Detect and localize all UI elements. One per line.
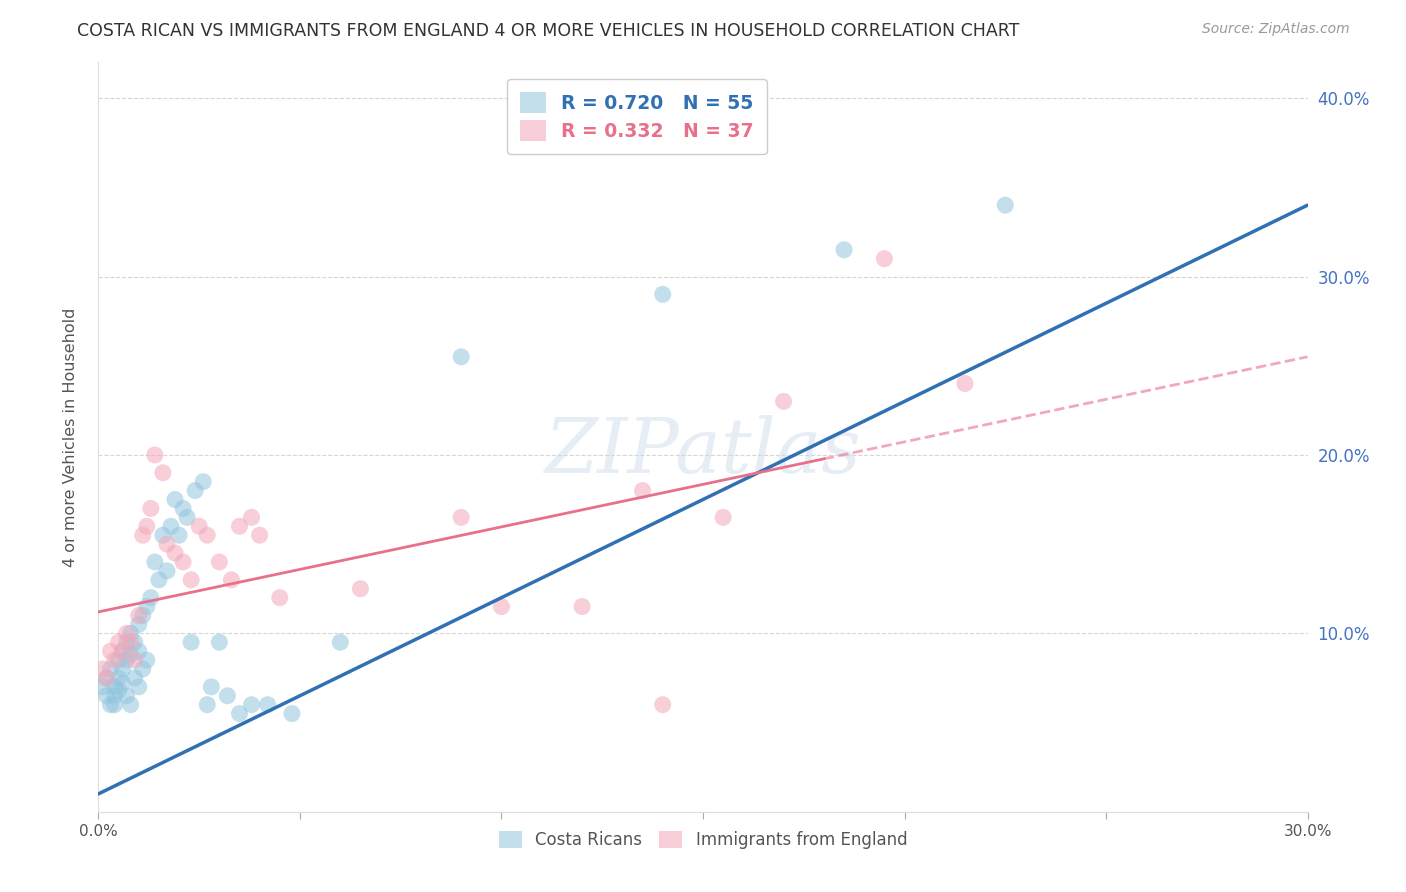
Point xyxy=(163,546,186,560)
Point xyxy=(135,599,157,614)
Point xyxy=(571,599,593,614)
Point xyxy=(120,635,142,649)
Point xyxy=(107,683,129,698)
Point xyxy=(152,466,174,480)
Point xyxy=(772,394,794,409)
Y-axis label: 4 or more Vehicles in Household: 4 or more Vehicles in Household xyxy=(63,308,77,566)
Point xyxy=(124,671,146,685)
Point xyxy=(994,198,1017,212)
Point xyxy=(953,376,976,391)
Point xyxy=(128,680,150,694)
Point xyxy=(100,644,122,658)
Text: ZIPatlas: ZIPatlas xyxy=(544,415,862,489)
Point xyxy=(160,519,183,533)
Point xyxy=(195,528,218,542)
Point xyxy=(115,689,138,703)
Point xyxy=(152,528,174,542)
Point xyxy=(491,599,513,614)
Point xyxy=(124,653,146,667)
Point xyxy=(111,644,134,658)
Point xyxy=(111,662,134,676)
Point xyxy=(176,510,198,524)
Point xyxy=(91,680,114,694)
Point xyxy=(120,626,142,640)
Point xyxy=(651,287,673,301)
Text: COSTA RICAN VS IMMIGRANTS FROM ENGLAND 4 OR MORE VEHICLES IN HOUSEHOLD CORRELATI: COSTA RICAN VS IMMIGRANTS FROM ENGLAND 4… xyxy=(77,22,1019,40)
Point xyxy=(156,564,179,578)
Point xyxy=(103,680,125,694)
Point xyxy=(193,475,215,489)
Point xyxy=(103,653,125,667)
Point xyxy=(256,698,278,712)
Point xyxy=(124,635,146,649)
Point xyxy=(100,662,122,676)
Point xyxy=(120,648,142,662)
Point xyxy=(450,350,472,364)
Point xyxy=(143,448,166,462)
Point xyxy=(180,573,202,587)
Point xyxy=(172,501,194,516)
Point xyxy=(281,706,304,721)
Point xyxy=(91,662,114,676)
Point xyxy=(163,492,186,507)
Point xyxy=(450,510,472,524)
Point xyxy=(139,591,162,605)
Point xyxy=(120,698,142,712)
Point xyxy=(184,483,207,498)
Point xyxy=(115,653,138,667)
Point xyxy=(148,573,170,587)
Point xyxy=(103,689,125,703)
Point xyxy=(107,635,129,649)
Point xyxy=(96,671,118,685)
Point xyxy=(132,662,155,676)
Point xyxy=(208,635,231,649)
Point xyxy=(221,573,243,587)
Point xyxy=(349,582,371,596)
Point xyxy=(217,689,239,703)
Point xyxy=(96,689,118,703)
Point xyxy=(128,644,150,658)
Point xyxy=(832,243,855,257)
Point xyxy=(128,608,150,623)
Point xyxy=(143,555,166,569)
Point xyxy=(240,510,263,524)
Legend: Costa Ricans, Immigrants from England: Costa Ricans, Immigrants from England xyxy=(492,824,914,855)
Point xyxy=(111,644,134,658)
Point xyxy=(156,537,179,551)
Point xyxy=(172,555,194,569)
Point xyxy=(135,519,157,533)
Point xyxy=(167,528,190,542)
Point xyxy=(329,635,352,649)
Point xyxy=(188,519,211,533)
Point xyxy=(195,698,218,712)
Point xyxy=(115,626,138,640)
Point xyxy=(107,671,129,685)
Point xyxy=(269,591,291,605)
Point xyxy=(135,653,157,667)
Point xyxy=(873,252,896,266)
Point xyxy=(96,671,118,685)
Point xyxy=(240,698,263,712)
Point xyxy=(180,635,202,649)
Point xyxy=(228,706,250,721)
Point xyxy=(228,519,250,533)
Point xyxy=(200,680,222,694)
Point xyxy=(115,635,138,649)
Point xyxy=(631,483,654,498)
Point xyxy=(132,528,155,542)
Point xyxy=(111,676,134,690)
Point xyxy=(651,698,673,712)
Point xyxy=(100,698,122,712)
Point xyxy=(208,555,231,569)
Point xyxy=(107,653,129,667)
Point xyxy=(139,501,162,516)
Point xyxy=(103,698,125,712)
Point xyxy=(132,608,155,623)
Text: Source: ZipAtlas.com: Source: ZipAtlas.com xyxy=(1202,22,1350,37)
Point xyxy=(249,528,271,542)
Point xyxy=(711,510,734,524)
Point xyxy=(128,617,150,632)
